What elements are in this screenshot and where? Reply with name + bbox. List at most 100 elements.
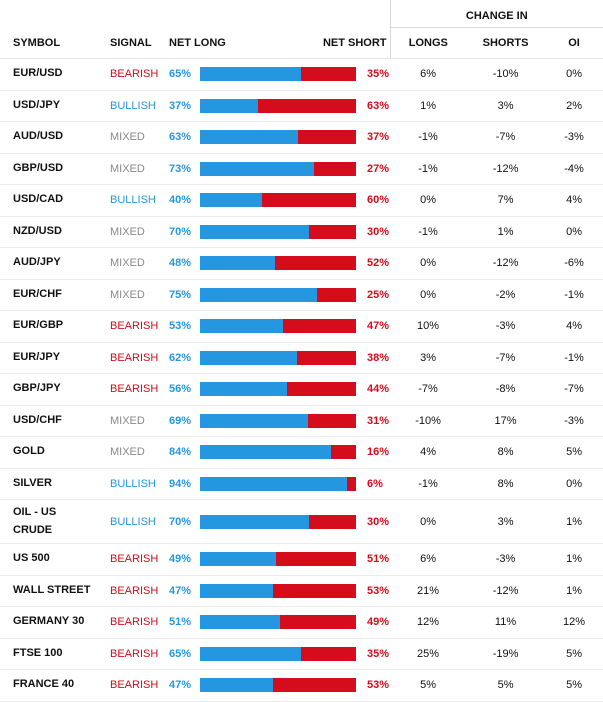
shorts-change: -12% [466,575,546,607]
sentiment-bar-cell [200,405,356,437]
longs-change: 0% [390,499,467,544]
net-short-value: 49% [356,606,391,639]
net-long-bar-fill [200,98,258,113]
oi-change: -1% [545,342,603,374]
symbol-cell[interactable]: AUD/USD [0,121,110,154]
net-long-value: 94% [169,468,200,500]
sentiment-bar-cell [200,638,356,670]
table-row[interactable]: GBP/JPY BEARISH 56% 44% -7% -8% -7% [0,373,603,406]
oi-change: 1% [545,543,603,576]
header-row: SYMBOL SIGNAL NET LONG NET SHORT LONGS S… [0,27,603,59]
longs-change: 4% [390,436,467,469]
shorts-change: 1% [466,216,546,248]
sentiment-bar [200,413,356,428]
sentiment-bar [200,193,356,208]
shorts-change: -19% [466,638,546,670]
net-long-bar-fill [200,193,263,208]
shorts-change: -10% [466,58,546,91]
symbol-cell[interactable]: NZD/USD [0,216,110,248]
table-row[interactable]: EUR/JPY BEARISH 62% 38% 3% -7% -1% [0,342,603,374]
table-row[interactable]: OIL - US CRUDE BULLISH 70% 30% 0% 3% 1% [0,499,603,544]
oi-change: 1% [545,575,603,607]
longs-change: 21% [390,575,467,607]
symbol-cell[interactable]: GERMANY 30 [0,606,110,639]
shorts-change: -12% [466,247,546,280]
net-short-value: 53% [356,669,391,702]
symbol-header: SYMBOL [0,27,110,59]
table-row[interactable]: USD/JPY BULLISH 37% 63% 1% 3% 2% [0,90,603,122]
sentiment-bar-cell [200,247,356,280]
table-row[interactable]: USD/CHF MIXED 69% 31% -10% 17% -3% [0,405,603,437]
oi-change: -3% [545,405,603,437]
oi-change: 2% [545,90,603,122]
table-row[interactable]: FTSE 100 BEARISH 65% 35% 25% -19% 5% [0,638,603,670]
oi-change: 4% [545,310,603,343]
symbol-cell[interactable]: FRANCE 40 [0,669,110,702]
net-long-value: 84% [169,436,200,469]
oi-change: -4% [545,153,603,185]
symbol-cell[interactable]: GOLD [0,436,110,469]
signal-cell: BEARISH [110,638,169,670]
oi-header: OI [545,27,603,59]
longs-change: 1% [390,90,467,122]
shorts-change: -7% [466,342,546,374]
net-long-value: 37% [169,90,200,122]
shorts-change: -8% [466,373,546,406]
longs-change: 6% [390,543,467,576]
net-short-value: 27% [356,153,391,185]
table-row[interactable]: EUR/CHF MIXED 75% 25% 0% -2% -1% [0,279,603,311]
table-row[interactable]: GBP/USD MIXED 73% 27% -1% -12% -4% [0,153,603,185]
symbol-cell[interactable]: AUD/JPY [0,247,110,280]
table-row[interactable]: WALL STREET BEARISH 47% 53% 21% -12% 1% [0,575,603,607]
net-long-value: 70% [169,216,200,248]
table-row[interactable]: FRANCE 40 BEARISH 47% 53% 5% 5% 5% [0,669,603,702]
longs-change: -1% [390,468,467,500]
symbol-cell[interactable]: US 500 [0,543,110,576]
change-in-header: CHANGE IN [389,0,603,28]
table-body: EUR/USD BEARISH 65% 35% 6% -10% 0% USD/JPY BULLI… [0,58,603,702]
table-row[interactable]: EUR/USD BEARISH 65% 35% 6% -10% 0% [0,58,603,91]
signal-cell: BULLISH [110,468,169,500]
signal-cell: BULLISH [110,90,169,122]
table-row[interactable]: GOLD MIXED 84% 16% 4% 8% 5% [0,436,603,469]
table-row[interactable]: USD/CAD BULLISH 40% 60% 0% 7% 4% [0,184,603,217]
symbol-cell[interactable]: WALL STREET [0,575,110,607]
net-short-value: 52% [356,247,391,280]
net-long-header: NET LONG [169,27,356,59]
symbol-cell[interactable]: GBP/JPY [0,373,110,406]
table-row[interactable]: AUD/USD MIXED 63% 37% -1% -7% -3% [0,121,603,154]
shorts-change: 17% [466,405,546,437]
symbol-cell[interactable]: EUR/GBP [0,310,110,343]
symbol-cell[interactable]: EUR/JPY [0,342,110,374]
net-long-bar-fill [200,583,274,598]
shorts-header: SHORTS [466,27,546,59]
oi-change: -3% [545,121,603,154]
symbol-cell[interactable]: USD/CHF [0,405,110,437]
sentiment-bar [200,678,356,693]
longs-change: -7% [390,373,467,406]
sentiment-bar [200,130,356,145]
longs-change: 10% [390,310,467,343]
net-long-value: 56% [169,373,200,406]
table-row[interactable]: GERMANY 30 BEARISH 51% 49% 12% 11% 12% [0,606,603,639]
net-long-value: 75% [169,279,200,311]
sentiment-bar [200,161,356,176]
symbol-cell[interactable]: EUR/CHF [0,279,110,311]
net-long-bar-fill [200,445,332,460]
symbol-cell[interactable]: USD/JPY [0,90,110,122]
symbol-cell[interactable]: OIL - US CRUDE [0,499,110,544]
symbol-cell[interactable]: GBP/USD [0,153,110,185]
table-row[interactable]: US 500 BEARISH 49% 51% 6% -3% 1% [0,543,603,576]
symbol-cell[interactable]: EUR/USD [0,58,110,91]
oi-change: -1% [545,279,603,311]
header-group-row: CHANGE IN [0,0,603,28]
net-long-bar-fill [200,161,314,176]
net-short-value: 60% [356,184,391,217]
table-row[interactable]: EUR/GBP BEARISH 53% 47% 10% -3% 4% [0,310,603,343]
table-row[interactable]: NZD/USD MIXED 70% 30% -1% 1% 0% [0,216,603,248]
table-row[interactable]: SILVER BULLISH 94% 6% -1% 8% 0% [0,468,603,500]
symbol-cell[interactable]: USD/CAD [0,184,110,217]
symbol-cell[interactable]: SILVER [0,468,110,500]
symbol-cell[interactable]: FTSE 100 [0,638,110,670]
table-row[interactable]: AUD/JPY MIXED 48% 52% 0% -12% -6% [0,247,603,280]
